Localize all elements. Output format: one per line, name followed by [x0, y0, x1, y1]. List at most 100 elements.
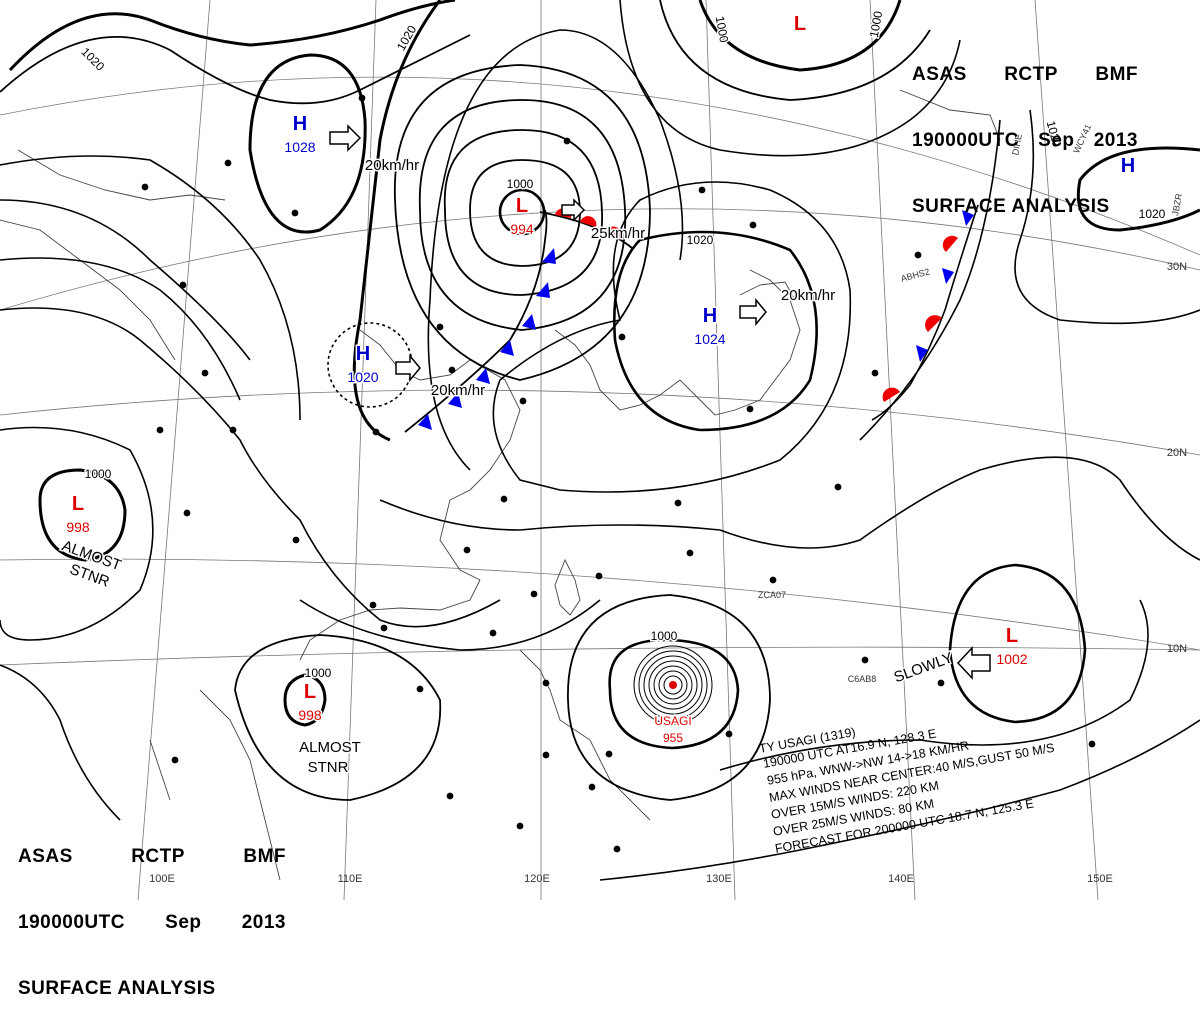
- surface-analysis-map: H 1028 L 994 H 1024 H 1020 L 998 L 998 L 1002 L H USAGI…: [0, 0, 1200, 900]
- pressure-system-value: 1020: [347, 369, 378, 385]
- meridian-100e: [137, 0, 211, 900]
- coast-japan-honshu: [679, 269, 801, 416]
- coast-taiwan: [554, 558, 581, 616]
- isobar-label: 1000: [713, 15, 731, 44]
- isobar-mid-band-2: [299, 599, 601, 651]
- header-title: SURFACE ANALYSIS: [18, 978, 216, 999]
- isobar-west-3: [0, 257, 241, 401]
- pressure-system-value: 1024: [694, 331, 725, 347]
- isobar-high-outer: [492, 181, 852, 493]
- header-agency: ASAS: [18, 846, 73, 867]
- latitude-label: 20N: [1167, 447, 1187, 459]
- parallel-20n: [0, 389, 1200, 456]
- latitude-label: 10N: [1167, 643, 1187, 655]
- pressure-system-letter: L: [794, 13, 806, 35]
- pressure-system-letter: L: [1006, 625, 1018, 647]
- isobars: [0, 0, 1200, 881]
- pressure-system-letter: H: [356, 343, 370, 365]
- isobar-label: 1020: [1139, 207, 1166, 221]
- station-code: ZCA07: [758, 590, 786, 600]
- coast-indochina: [199, 689, 281, 881]
- pressure-system-letter: H: [293, 113, 307, 135]
- typhoon-center-icon: [669, 681, 677, 689]
- header-code: BMF: [1095, 64, 1138, 85]
- isobar-low-998-west: [38, 468, 127, 562]
- pressure-system-value: 1002: [996, 651, 1027, 667]
- isobar-se-1: [719, 599, 1149, 771]
- pressure-system-letter: L: [304, 681, 316, 703]
- station-code: DIHE: [1010, 133, 1024, 156]
- arrow-high-1024: [739, 297, 767, 327]
- typhoon-ring-7: [633, 645, 713, 725]
- header-time: 190000UTC: [912, 130, 1019, 151]
- header-code: BMF: [243, 846, 286, 867]
- station-models: [141, 94, 1096, 853]
- isobar-label: 1000: [651, 629, 678, 643]
- header-line-2: 190000UTC Sep 2013: [912, 130, 1138, 152]
- typhoon-isobar-1000: [608, 638, 740, 750]
- station-code: C6AB8: [848, 674, 877, 684]
- pressure-system-letter: H: [1121, 155, 1135, 177]
- header-line-1: ASAS RCTP BMF: [912, 64, 1138, 86]
- isobar-low-994-ring4: [418, 99, 627, 331]
- isobar-west-low-outer: [0, 426, 154, 641]
- longitude-label: 150E: [1087, 873, 1113, 885]
- typhoon-name: USAGI: [654, 714, 691, 728]
- header-time: 190000UTC: [18, 912, 125, 933]
- coast-south-china: [299, 579, 481, 661]
- pressure-system-value: 998: [66, 519, 90, 535]
- isobar-mid-band: [379, 456, 1200, 561]
- arrow-high-1020: [395, 353, 421, 383]
- isobar-high-1028: [248, 53, 367, 234]
- longitude-label: 140E: [888, 873, 914, 885]
- meridian-130e: [705, 0, 736, 900]
- longitude-label: 100E: [149, 873, 175, 885]
- isobar-low-outer: [427, 29, 684, 471]
- typhoon-ring-4: [648, 660, 698, 710]
- typhoon-isobar-outer: [567, 594, 771, 801]
- pressure-system-value: 994: [510, 221, 534, 237]
- meridian-110e: [343, 0, 377, 900]
- parallel-10n: [0, 646, 1200, 666]
- isobar-west-1: [0, 155, 301, 421]
- motion-label: 25km/hr: [591, 225, 645, 242]
- note-line-1: ALMOST: [299, 739, 361, 756]
- coast-philippines: [519, 649, 651, 821]
- header-month: Sep: [1038, 130, 1075, 151]
- typhoon-ring-6: [638, 650, 708, 720]
- isobar-label: 1000: [867, 10, 885, 39]
- longitude-labels: 100E 110E 120E 130E 140E 150E: [149, 873, 1113, 885]
- arrow-low-994: [561, 198, 586, 222]
- typhoon-info-block: TY USAGI (1319) 190000 UTC AT16.9 N, 128…: [758, 720, 1178, 890]
- isobar-low-998-south-inner: [283, 673, 327, 727]
- isobar-se-2: [599, 719, 1200, 881]
- header-line-3: SURFACE ANALYSIS: [912, 196, 1138, 218]
- isobar-west-4: [0, 307, 501, 628]
- isobar-label: 1000: [305, 666, 332, 680]
- motion-label: 20km/hr: [365, 157, 419, 174]
- header-line-2: 190000UTC Sep 2013: [18, 912, 286, 934]
- station-code: JBZR: [1170, 192, 1184, 216]
- pressure-system-letter: L: [516, 195, 528, 217]
- meridian-140e: [869, 0, 916, 900]
- meridian-150e: [1034, 0, 1099, 900]
- header-bottom-left: ASAS RCTP BMF 190000UTC Sep 2013 SURFACE…: [18, 802, 286, 1022]
- motion-label: 20km/hr: [781, 287, 835, 304]
- isobar-low-994-ring5: [394, 64, 651, 381]
- isobar-sw-1: [0, 664, 121, 821]
- header-month: Sep: [165, 912, 202, 933]
- isobar-low-994-ring3: [443, 129, 603, 296]
- note-line-2: STNR: [308, 759, 349, 776]
- isobar-label: 1000: [507, 177, 534, 191]
- coast-hokkaido: [739, 281, 796, 301]
- coast-korea: [554, 329, 681, 411]
- typhoon-ring-5: [643, 655, 703, 715]
- pressure-system-value: 998: [298, 707, 322, 723]
- isobar-1000-ne-outer: [659, 0, 931, 101]
- isobar-low-998-south-outer: [234, 634, 442, 801]
- coast-china-east: [439, 359, 521, 581]
- isobar-ne-3: [619, 0, 961, 157]
- header-line-1: ASAS RCTP BMF: [18, 846, 286, 868]
- cold-front-west: [404, 209, 556, 433]
